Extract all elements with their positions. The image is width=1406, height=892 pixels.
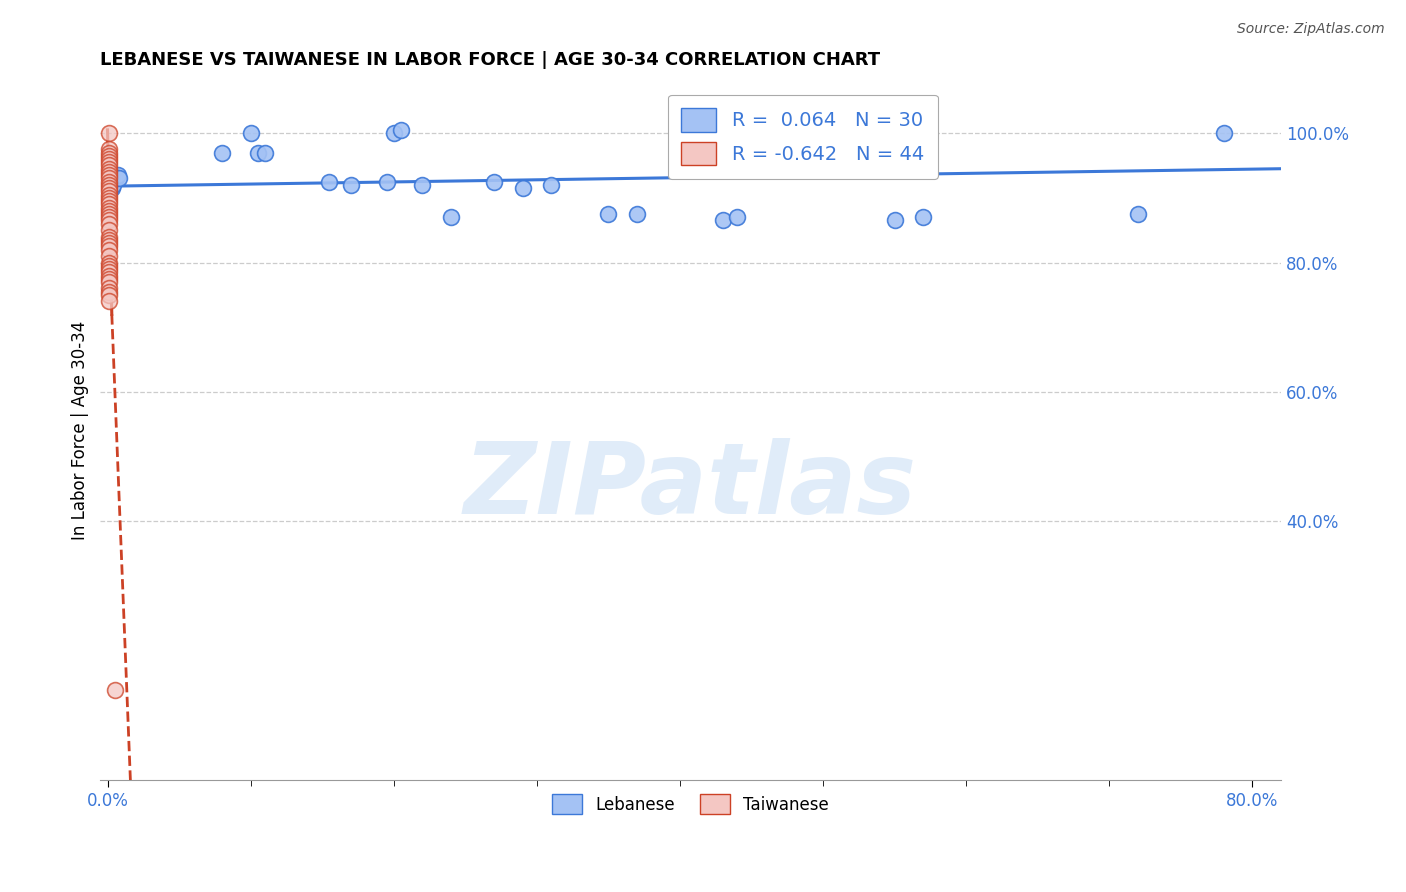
Point	[97, 191, 120, 205]
Point	[97, 255, 120, 269]
Point	[1126, 207, 1149, 221]
Point	[97, 262, 120, 277]
Point	[598, 207, 620, 221]
Point	[711, 213, 734, 227]
Point	[97, 268, 120, 283]
Point	[97, 171, 120, 186]
Point	[97, 142, 120, 156]
Point	[97, 161, 120, 176]
Point	[97, 223, 120, 237]
Point	[97, 155, 120, 169]
Point	[246, 145, 269, 160]
Point	[482, 175, 505, 189]
Point	[97, 145, 120, 160]
Point	[97, 217, 120, 231]
Point	[97, 233, 120, 247]
Point	[101, 175, 124, 189]
Point	[97, 213, 120, 227]
Point	[97, 194, 120, 208]
Point	[97, 149, 120, 163]
Point	[97, 197, 120, 211]
Point	[97, 229, 120, 244]
Point	[103, 178, 125, 192]
Point	[97, 201, 120, 215]
Point	[97, 152, 120, 166]
Point	[97, 185, 120, 199]
Point	[108, 171, 131, 186]
Legend: Lebanese, Taiwanese: Lebanese, Taiwanese	[543, 784, 839, 824]
Point	[97, 243, 120, 257]
Point	[97, 168, 120, 182]
Point	[375, 175, 398, 189]
Point	[382, 126, 405, 140]
Point	[440, 211, 463, 225]
Point	[97, 275, 120, 289]
Point	[97, 285, 120, 299]
Point	[97, 259, 120, 273]
Point	[389, 123, 412, 137]
Point	[101, 168, 124, 182]
Point	[101, 181, 124, 195]
Point	[1212, 126, 1234, 140]
Point	[97, 178, 120, 192]
Point	[211, 145, 233, 160]
Point	[97, 236, 120, 251]
Point	[512, 181, 534, 195]
Y-axis label: In Labor Force | Age 30-34: In Labor Force | Age 30-34	[72, 321, 89, 541]
Point	[107, 168, 129, 182]
Point	[105, 171, 128, 186]
Point	[97, 271, 120, 285]
Point	[104, 682, 127, 697]
Point	[97, 165, 120, 179]
Point	[912, 211, 935, 225]
Point	[97, 281, 120, 295]
Point	[97, 181, 120, 195]
Point	[97, 288, 120, 302]
Point	[883, 213, 905, 227]
Point	[318, 175, 340, 189]
Point	[411, 178, 433, 192]
Point	[540, 178, 562, 192]
Point	[97, 249, 120, 263]
Point	[97, 207, 120, 221]
Point	[97, 126, 120, 140]
Point	[339, 178, 361, 192]
Point	[97, 239, 120, 253]
Point	[97, 265, 120, 279]
Point	[253, 145, 276, 160]
Point	[97, 294, 120, 309]
Text: LEBANESE VS TAIWANESE IN LABOR FORCE | AGE 30-34 CORRELATION CHART: LEBANESE VS TAIWANESE IN LABOR FORCE | A…	[100, 51, 880, 69]
Point	[97, 159, 120, 173]
Point	[97, 203, 120, 218]
Point	[97, 175, 120, 189]
Point	[97, 187, 120, 202]
Point	[725, 211, 748, 225]
Point	[104, 171, 127, 186]
Point	[239, 126, 262, 140]
Text: Source: ZipAtlas.com: Source: ZipAtlas.com	[1237, 22, 1385, 37]
Point	[626, 207, 648, 221]
Text: ZIPatlas: ZIPatlas	[464, 438, 917, 535]
Point	[97, 211, 120, 225]
